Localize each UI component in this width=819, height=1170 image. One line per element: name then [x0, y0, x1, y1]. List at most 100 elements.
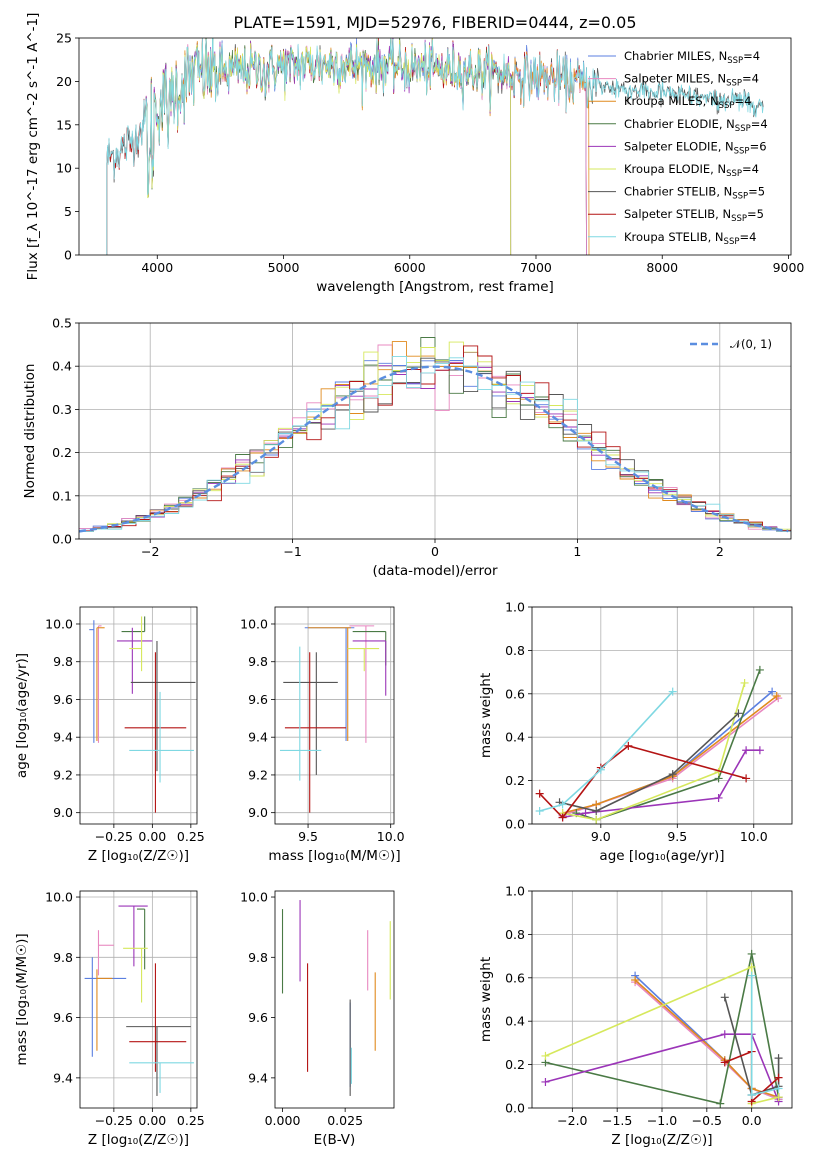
errorbar-point [347, 647, 380, 672]
weight-marker [541, 1051, 550, 1060]
x-tick-label: 0 [431, 544, 439, 559]
legend-label: Chabrier STELIB, N [624, 185, 732, 199]
histogram-kroupa-elodie [79, 341, 791, 532]
x-tick-label: −0.25 [95, 1113, 133, 1128]
weight-marker [734, 709, 743, 718]
y-axis-label: mass weight [478, 673, 494, 758]
legend-subscript: SSP [735, 124, 751, 134]
weight-marker [747, 962, 756, 971]
legend-label: Kroupa STELIB, N [624, 230, 724, 244]
y-tick-label: 10.0 [240, 890, 268, 905]
weight-marker [720, 993, 729, 1002]
weight-series-chabrier-stelib [555, 709, 743, 815]
errorbar-point [283, 652, 338, 775]
y-tick-label: 0.0 [52, 532, 72, 547]
x-tick-label: −0.5 [692, 1113, 722, 1128]
age_vs_Z-grid [80, 607, 197, 824]
weight-marker [755, 746, 764, 755]
weights_vs_age-grid [532, 606, 792, 825]
age_vs_mass-frame [274, 606, 395, 825]
weight-marker [592, 806, 601, 815]
legend-count: =5 [747, 207, 764, 221]
mass_vs_Z-plot-area [84, 905, 194, 1096]
x-tick-label: −1 [283, 544, 301, 559]
x-tick-label: 0.00 [138, 829, 166, 844]
residuals-panel: −2 −1 0 1 2 0.0 0.1 0.2 0.3 0.4 0.5 (data-model)/er… [22, 316, 792, 579]
weight-marker [720, 1030, 729, 1039]
errorbar-point [129, 691, 194, 783]
errorbar-point [116, 627, 153, 694]
weight-marker [535, 806, 544, 815]
x-tick-label: 9.0 [591, 829, 611, 844]
errorbar-point [97, 625, 102, 743]
errorbar-point [308, 627, 352, 741]
weight-marker [596, 765, 605, 774]
weight-marker [772, 691, 781, 700]
mass_vs_ebv-frame [274, 890, 395, 1109]
legend-count: =4 [734, 94, 751, 108]
weight-marker [774, 1073, 783, 1082]
weights_vs_Z-panel: −2.0 −1.5 −1.0 −0.5 0.0 0.0 0.2 0.4 0.6 0.8 1.0 Z [… [478, 884, 793, 1148]
y-tick-label: 0.2 [505, 773, 525, 788]
y-tick-label: 0.6 [505, 686, 525, 701]
weight-line [634, 979, 779, 1098]
weight-marker [774, 1054, 783, 1063]
legend-count: =5 [748, 185, 765, 199]
spectrum-line-kroupa-stelib [106, 38, 764, 255]
weight-series-kroupa-miles [558, 691, 781, 818]
weight-line [545, 953, 780, 1105]
legend-subscript: SSP [727, 56, 743, 66]
y-tick-label: 9.0 [248, 805, 268, 820]
legend-count: =4 [742, 162, 759, 176]
y-tick-label: 9.4 [248, 730, 268, 745]
errorbar-point [121, 616, 146, 633]
age_vs_mass-plot-area [279, 625, 387, 813]
y-tick-label: 1.0 [505, 884, 525, 899]
spectrum-line-chabrier-elodie [144, 38, 512, 255]
y-tick-label: 1.0 [505, 600, 525, 615]
legend-entry: Kroupa STELIB, NSSP=4 [624, 230, 756, 247]
legend-subscript: SSP [719, 101, 735, 111]
errorbar-point [129, 616, 143, 672]
y-tick-label: 0.2 [505, 1057, 525, 1072]
legend-entry: Salpeter ELODIE, NSSP=6 [624, 139, 767, 156]
y-tick-label: 0.1 [52, 488, 72, 503]
legend-label: Kroupa ELODIE, N [624, 162, 726, 176]
weight-marker [581, 809, 590, 818]
weight-series-salpeter-stelib [535, 741, 751, 822]
weight-line [562, 682, 746, 821]
weights_vs_Z-plot-area [541, 949, 783, 1108]
y-axis-label: mass [log₁₀(M/M☉)] [14, 933, 30, 1065]
x-tick-label: 10.0 [377, 829, 405, 844]
errorbar-point [349, 625, 375, 743]
x-tick-label: −1.5 [602, 1113, 632, 1128]
x-tick-label: 5000 [268, 260, 300, 275]
weight-series-chabrier-elodie [541, 949, 783, 1108]
x-tick-label: 10.0 [740, 829, 768, 844]
chart-title: PLATE=1591, MJD=52976, FIBERID=0444, z=0… [233, 13, 636, 32]
errorbar-point [284, 652, 347, 813]
x-tick-label: 7000 [520, 260, 552, 275]
weight-marker [742, 774, 751, 783]
y-tick-label: 15 [56, 117, 72, 132]
weight-line [559, 712, 740, 812]
age_vs_Z-panel: −0.25 0.00 0.25 9.0 9.2 9.4 9.6 9.8 10.0 Z [log₁₀… [14, 606, 205, 864]
x-axis-label: mass [log₁₀(M/M☉)] [268, 848, 400, 864]
y-tick-label: 10.0 [45, 890, 73, 905]
y-tick-label: 0.8 [505, 643, 525, 658]
y-tick-label: 25 [56, 31, 72, 46]
y-tick-label: 9.4 [53, 1070, 73, 1085]
legend-entry: Chabrier ELODIE, NSSP=4 [624, 117, 768, 134]
x-tick-label: 0.0 [742, 1113, 762, 1128]
y-tick-label: 0.3 [52, 402, 72, 417]
weight-marker [558, 813, 567, 822]
errorbar-point [130, 640, 196, 772]
legend-subscript: SSP [731, 214, 747, 224]
legend-entry: Chabrier STELIB, NSSP=5 [624, 185, 765, 202]
x-tick-label: 2 [716, 544, 724, 559]
errorbar-point [118, 905, 148, 967]
x-tick-label: 0.000 [265, 1113, 301, 1128]
weight-marker [747, 949, 756, 958]
y-tick-label: 9.2 [53, 767, 73, 782]
y-tick-label: 0.4 [52, 359, 72, 374]
